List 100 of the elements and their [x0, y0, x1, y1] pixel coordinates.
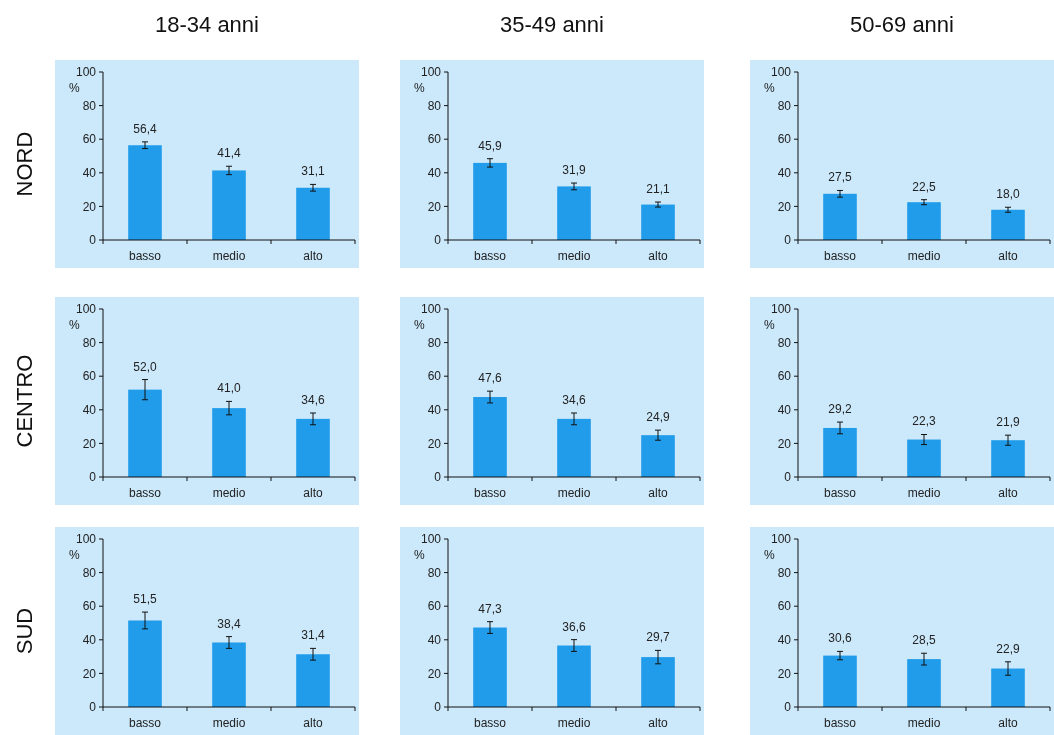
- y-tick-label: 0: [434, 233, 442, 248]
- y-tick-label: 20: [82, 436, 97, 451]
- x-tick-label: medio: [212, 249, 246, 263]
- y-axis-title: %: [69, 548, 80, 562]
- y-tick-label: 100: [420, 65, 442, 80]
- bar: [473, 397, 507, 477]
- data-label: 41,0: [217, 381, 241, 396]
- y-tick-label: 40: [427, 166, 442, 180]
- y-tick-label: 20: [427, 436, 442, 451]
- y-tick-label: 40: [82, 403, 97, 417]
- y-tick-label: 0: [89, 233, 97, 248]
- y-axis-title: %: [414, 318, 425, 332]
- x-tick-label: basso: [128, 249, 162, 263]
- x-tick-label: medio: [557, 249, 591, 263]
- y-tick-label: 100: [75, 65, 97, 80]
- bar: [907, 202, 941, 240]
- data-label: 45,9: [478, 138, 502, 153]
- data-label: 21,9: [996, 415, 1020, 430]
- x-tick-label: basso: [473, 716, 507, 730]
- bar: [128, 389, 162, 477]
- bar: [296, 654, 330, 707]
- data-label: 29,7: [646, 630, 670, 645]
- x-tick-label: alto: [303, 249, 323, 263]
- y-tick-label: 100: [75, 532, 97, 547]
- bar: [557, 645, 591, 707]
- y-tick-label: 0: [784, 233, 792, 248]
- bar: [212, 170, 246, 240]
- x-tick-label: medio: [907, 716, 941, 730]
- y-tick-label: 20: [427, 199, 442, 214]
- data-label: 22,9: [996, 641, 1020, 656]
- y-tick-label: 100: [770, 65, 792, 80]
- data-label: 41,4: [217, 146, 241, 161]
- y-tick-label: 0: [784, 700, 792, 715]
- y-tick-label: 60: [777, 132, 792, 147]
- y-tick-label: 80: [427, 98, 442, 113]
- x-tick-label: basso: [823, 716, 857, 730]
- y-tick-label: 20: [777, 666, 792, 681]
- y-axis-title: %: [414, 81, 425, 95]
- x-tick-label: basso: [128, 716, 162, 730]
- data-label: 34,6: [562, 392, 586, 407]
- x-tick-label: alto: [648, 249, 668, 263]
- y-tick-label: 60: [82, 369, 97, 384]
- y-tick-label: 60: [427, 599, 442, 614]
- x-tick-label: basso: [128, 486, 162, 500]
- data-label: 18,0: [996, 187, 1020, 202]
- x-tick-label: medio: [557, 486, 591, 500]
- bar: [823, 193, 857, 240]
- data-label: 51,5: [133, 592, 157, 607]
- y-tick-label: 80: [777, 565, 792, 580]
- data-label: 24,9: [646, 410, 670, 425]
- data-label: 22,5: [912, 179, 936, 194]
- bar: [823, 655, 857, 707]
- x-tick-label: basso: [473, 249, 507, 263]
- y-tick-label: 100: [770, 532, 792, 547]
- y-tick-label: 20: [82, 199, 97, 214]
- y-axis-title: %: [414, 548, 425, 562]
- bar: [128, 145, 162, 240]
- y-tick-label: 40: [427, 633, 442, 647]
- y-tick-label: 80: [82, 565, 97, 580]
- y-tick-label: 40: [82, 633, 97, 647]
- y-tick-label: 60: [777, 369, 792, 384]
- data-label: 34,6: [301, 392, 325, 407]
- bar: [128, 620, 162, 707]
- x-tick-label: basso: [823, 486, 857, 500]
- text: CENTRO: [12, 354, 37, 448]
- bar: [473, 627, 507, 707]
- bar: [473, 162, 507, 240]
- chart-title: 35-49 anni: [500, 12, 604, 37]
- y-tick-label: 20: [427, 666, 442, 681]
- x-tick-label: medio: [212, 486, 246, 500]
- y-tick-label: 0: [434, 470, 442, 485]
- y-tick-label: 40: [777, 166, 792, 180]
- bar: [296, 187, 330, 240]
- data-label: 31,1: [301, 164, 325, 179]
- data-label: 56,4: [133, 121, 157, 136]
- y-tick-label: 100: [770, 302, 792, 317]
- bar: [991, 668, 1025, 707]
- y-axis-title: %: [69, 81, 80, 95]
- bar: [641, 657, 675, 707]
- y-tick-label: 60: [82, 132, 97, 147]
- x-tick-label: medio: [212, 716, 246, 730]
- x-tick-label: alto: [998, 249, 1018, 263]
- y-tick-label: 60: [427, 132, 442, 147]
- y-tick-label: 80: [777, 335, 792, 350]
- y-tick-label: 80: [777, 98, 792, 113]
- data-label: 47,3: [478, 601, 502, 616]
- y-tick-label: 100: [420, 302, 442, 317]
- data-label: 36,6: [562, 619, 586, 634]
- bar: [991, 209, 1025, 240]
- y-axis-title: %: [69, 318, 80, 332]
- y-tick-label: 80: [427, 565, 442, 580]
- bar: [641, 435, 675, 477]
- y-tick-label: 0: [89, 470, 97, 485]
- x-tick-label: medio: [907, 249, 941, 263]
- x-tick-label: alto: [998, 716, 1018, 730]
- x-tick-label: medio: [557, 716, 591, 730]
- y-tick-label: 60: [777, 599, 792, 614]
- bar: [212, 408, 246, 477]
- x-tick-label: alto: [998, 486, 1018, 500]
- data-label: 47,6: [478, 371, 502, 386]
